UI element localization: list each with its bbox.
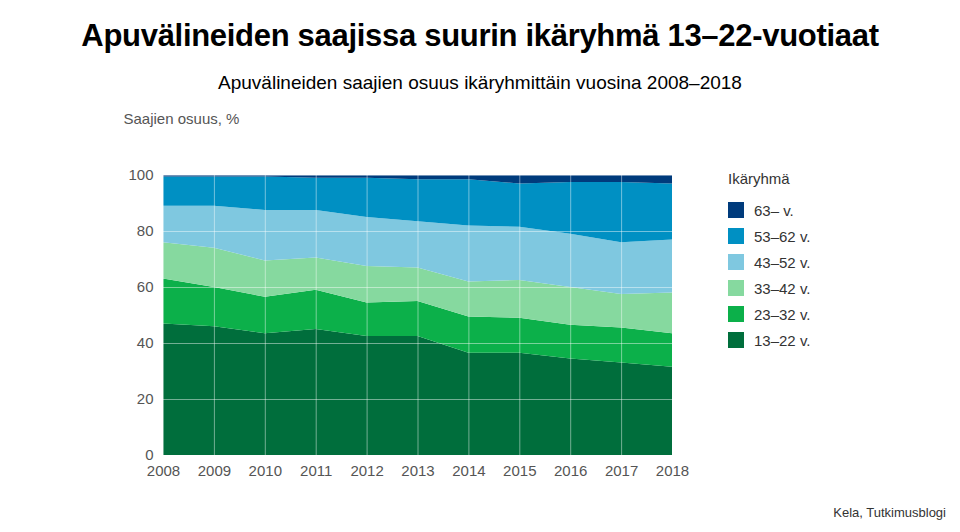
svg-text:2015: 2015 [503, 462, 536, 479]
html-text:13–22 v.: 13–22 v. [754, 331, 811, 349]
svg-text:Saajien osuus, %: Saajien osuus, % [124, 110, 240, 127]
svg-text:40: 40 [137, 334, 154, 351]
svg-text:2012: 2012 [350, 462, 383, 479]
svg-text:2017: 2017 [605, 462, 638, 479]
svg-text:0: 0 [145, 446, 153, 463]
svg-text:2011: 2011 [300, 462, 332, 479]
svg-text:2009: 2009 [198, 462, 231, 479]
html-text:33–42 v.: 33–42 v. [754, 279, 811, 297]
svg-text:2014: 2014 [452, 462, 485, 479]
svg-text:2008: 2008 [147, 462, 180, 479]
html-text:Ikäryhmä: Ikäryhmä [728, 170, 790, 187]
html-text:43–52 v.: 43–52 v. [754, 253, 811, 271]
html-text:23–32 v.: 23–32 v. [754, 305, 811, 323]
svg-text:60: 60 [137, 278, 154, 295]
html-text:Kela, Tutkimusblogi: Kela, Tutkimusblogi [833, 505, 946, 520]
svg-text:2010: 2010 [249, 462, 282, 479]
svg-text:80: 80 [137, 222, 154, 239]
html-text:53–62 v.: 53–62 v. [754, 227, 811, 245]
html-text:63– v.: 63– v. [754, 201, 794, 219]
html-text:Apuvälineiden saajien osuus ik: Apuvälineiden saajien osuus ikäryhmittäi… [218, 72, 742, 93]
svg-text:2018: 2018 [656, 462, 689, 479]
svg-text:20: 20 [137, 390, 154, 407]
html-text:Apuvälineiden saajissa suurin: Apuvälineiden saajissa suurin ikäryhmä 1… [81, 18, 879, 53]
svg-text:2013: 2013 [401, 462, 434, 479]
svg-text:2016: 2016 [554, 462, 587, 479]
svg-text:100: 100 [128, 166, 153, 183]
